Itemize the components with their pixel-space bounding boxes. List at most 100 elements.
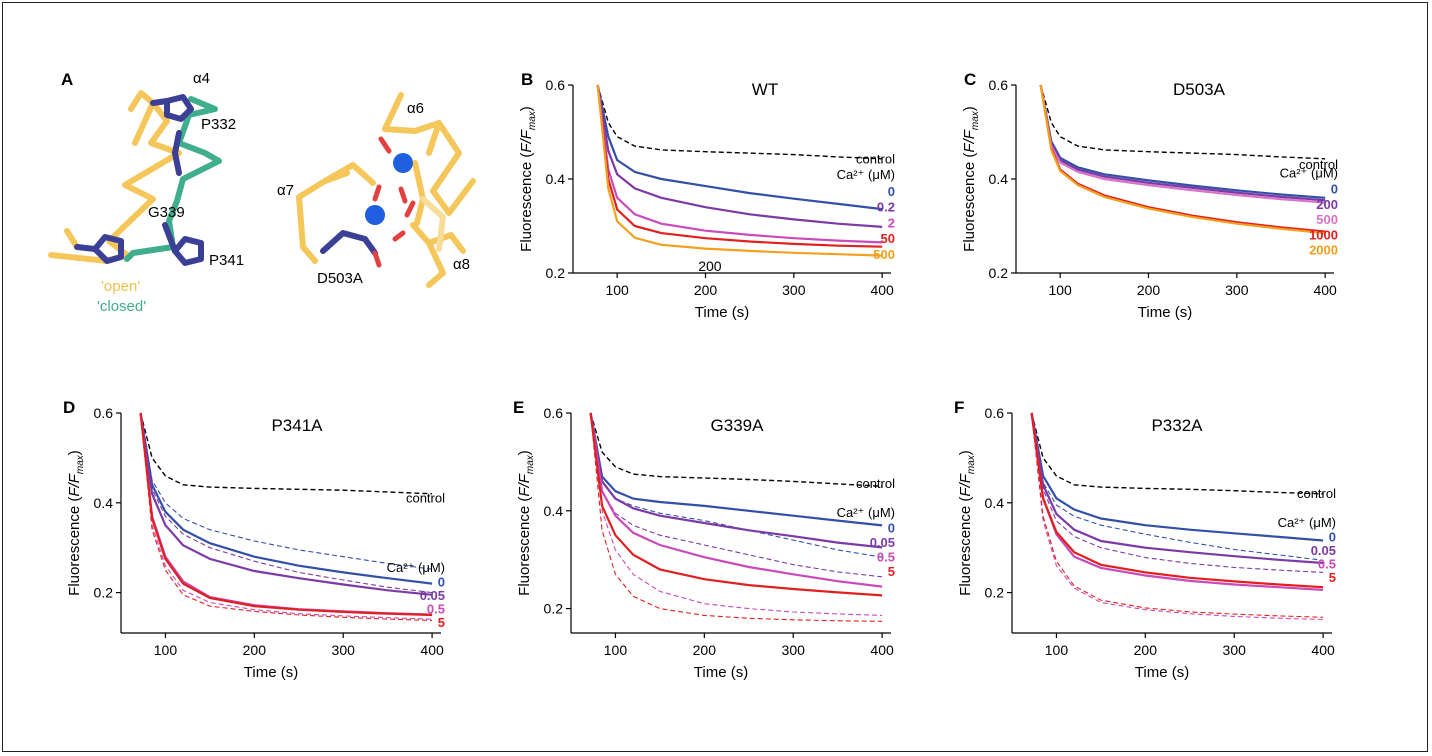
reference-curve [1031, 412, 1324, 618]
legend-entry: 5 [888, 564, 895, 579]
x-tick-label: 100 [604, 642, 628, 658]
series-curve [596, 84, 883, 244]
y-axis-label: Fluorescence (F/Fmax) [516, 450, 536, 596]
legend-entry: 0.5 [427, 601, 445, 616]
x-tick-label: 300 [1223, 642, 1247, 658]
legend-entry: 0 [438, 574, 445, 589]
series-curve [1030, 412, 1324, 565]
stray-tick-text: 200 [698, 258, 722, 274]
x-tick-label: 400 [1311, 642, 1335, 658]
chart-panel-c: C D503A 100 200 300 400 0.2 0.4 0.6 Time (s) Fluor… [961, 70, 1338, 321]
reference-curve [590, 412, 883, 616]
y-tick-label: 0.2 [989, 265, 1009, 281]
x-tick-label: 200 [1134, 642, 1158, 658]
series-curve [589, 412, 883, 549]
x-tick-label: 300 [782, 642, 806, 658]
oxygen-atoms [372, 136, 416, 268]
legend-entry: 0 [1331, 182, 1338, 197]
series-curve [589, 412, 883, 597]
y-tick-label: 0.2 [94, 585, 114, 601]
legend-title: Ca²⁺ (μM) [387, 560, 445, 575]
legend-entry: 0 [888, 521, 895, 536]
series-curve [1039, 84, 1326, 235]
y-axis-label: Fluorescence (F/Fmax) [66, 450, 86, 596]
legend-title: Ca²⁺ (μM) [1280, 165, 1338, 180]
panel-label: D [63, 398, 75, 417]
control-curve [1040, 84, 1326, 160]
y-tick-label: 0.6 [989, 77, 1009, 93]
x-tick-label: 300 [1225, 282, 1249, 298]
control-label: control [1299, 157, 1338, 172]
panel-label: E [513, 398, 524, 417]
x-tick-label: 200 [694, 282, 718, 298]
reference-curve [140, 412, 433, 570]
x-tick-label: 100 [1045, 642, 1069, 658]
panel-label: B [521, 70, 533, 89]
series-curve [1030, 412, 1324, 589]
series-curve [596, 84, 883, 248]
x-axis-label: Time (s) [1138, 304, 1192, 321]
control-label: control [406, 490, 445, 505]
panel-title: P341A [271, 416, 323, 435]
g339-label: G339 [148, 204, 185, 221]
chart-panel-d: D P341A 100 200 300 400 0.2 0.4 0.6 Time (s) Fluor… [63, 398, 445, 681]
series-curve [1039, 84, 1326, 199]
x-tick-label: 100 [154, 642, 178, 658]
series-curve [589, 412, 883, 588]
closed-loop-backbone [124, 96, 222, 262]
x-tick-label: 400 [1313, 282, 1337, 298]
series-curve [596, 84, 883, 257]
panel-label: C [964, 70, 976, 89]
series-curve [1030, 412, 1324, 591]
control-curve [589, 412, 883, 487]
x-axis-label: Time (s) [244, 664, 298, 681]
alpha7-label: α7 [277, 182, 294, 199]
legend-title: Ca²⁺ (μM) [837, 505, 895, 520]
binding-site-backbone [296, 92, 476, 288]
legend-entry: 0.5 [1318, 556, 1336, 571]
legend-entry: 500 [873, 247, 895, 262]
y-tick-label: 0.6 [544, 405, 564, 421]
y-tick-label: 0.2 [985, 585, 1005, 601]
figure-canvas: A α4 P332 G339 P341 'open' 'closed' [48, 70, 1338, 681]
legend-entry: 0.05 [1311, 543, 1336, 558]
calcium-ion-1 [393, 153, 413, 173]
x-axis-label: Time (s) [1135, 664, 1189, 681]
d503a-label: D503A [317, 270, 363, 287]
alpha8-label: α8 [453, 256, 470, 273]
legend-title: Ca²⁺ (μM) [837, 167, 895, 182]
closed-label: 'closed' [97, 298, 146, 315]
structure-panel: A α4 P332 G339 P341 'open' 'closed' [48, 70, 476, 315]
y-tick-label: 0.4 [985, 495, 1005, 511]
series-curve [596, 84, 883, 228]
x-tick-label: 100 [1048, 282, 1072, 298]
x-tick-label: 400 [870, 282, 894, 298]
alpha6-label: α6 [407, 100, 424, 117]
y-axis-label: Fluorescence (F/Fmax) [518, 106, 538, 252]
legend-entry: 5 [1329, 570, 1336, 585]
x-tick-label: 300 [332, 642, 356, 658]
control-curve [1030, 412, 1324, 495]
legend-entry: 0 [1329, 529, 1336, 544]
control-label: control [856, 151, 895, 166]
panel-title: D503A [1173, 80, 1226, 99]
alpha4-label: α4 [193, 70, 210, 87]
legend-entry: 500 [1316, 212, 1338, 227]
panel-label: F [954, 398, 964, 417]
d503a-residue [320, 230, 378, 256]
chart-panel-f: F P332A 100 200 300 400 0.2 0.4 0.6 Time (s) Fluor… [954, 398, 1336, 681]
control-label: control [1297, 486, 1336, 501]
p332-label: P332 [201, 116, 236, 133]
reference-curve [1031, 412, 1324, 573]
panel-title: P332A [1151, 416, 1203, 435]
panel-title: WT [752, 80, 778, 99]
control-label: control [856, 476, 895, 491]
binding-site-faded [420, 196, 447, 252]
series-curve [139, 412, 433, 585]
legend-entry: 0.05 [420, 588, 445, 603]
y-tick-label: 0.2 [546, 265, 566, 281]
x-tick-label: 200 [243, 642, 267, 658]
y-tick-label: 0.6 [94, 405, 114, 421]
legend-entry: 200 [1316, 197, 1338, 212]
reference-curve [1031, 412, 1324, 621]
